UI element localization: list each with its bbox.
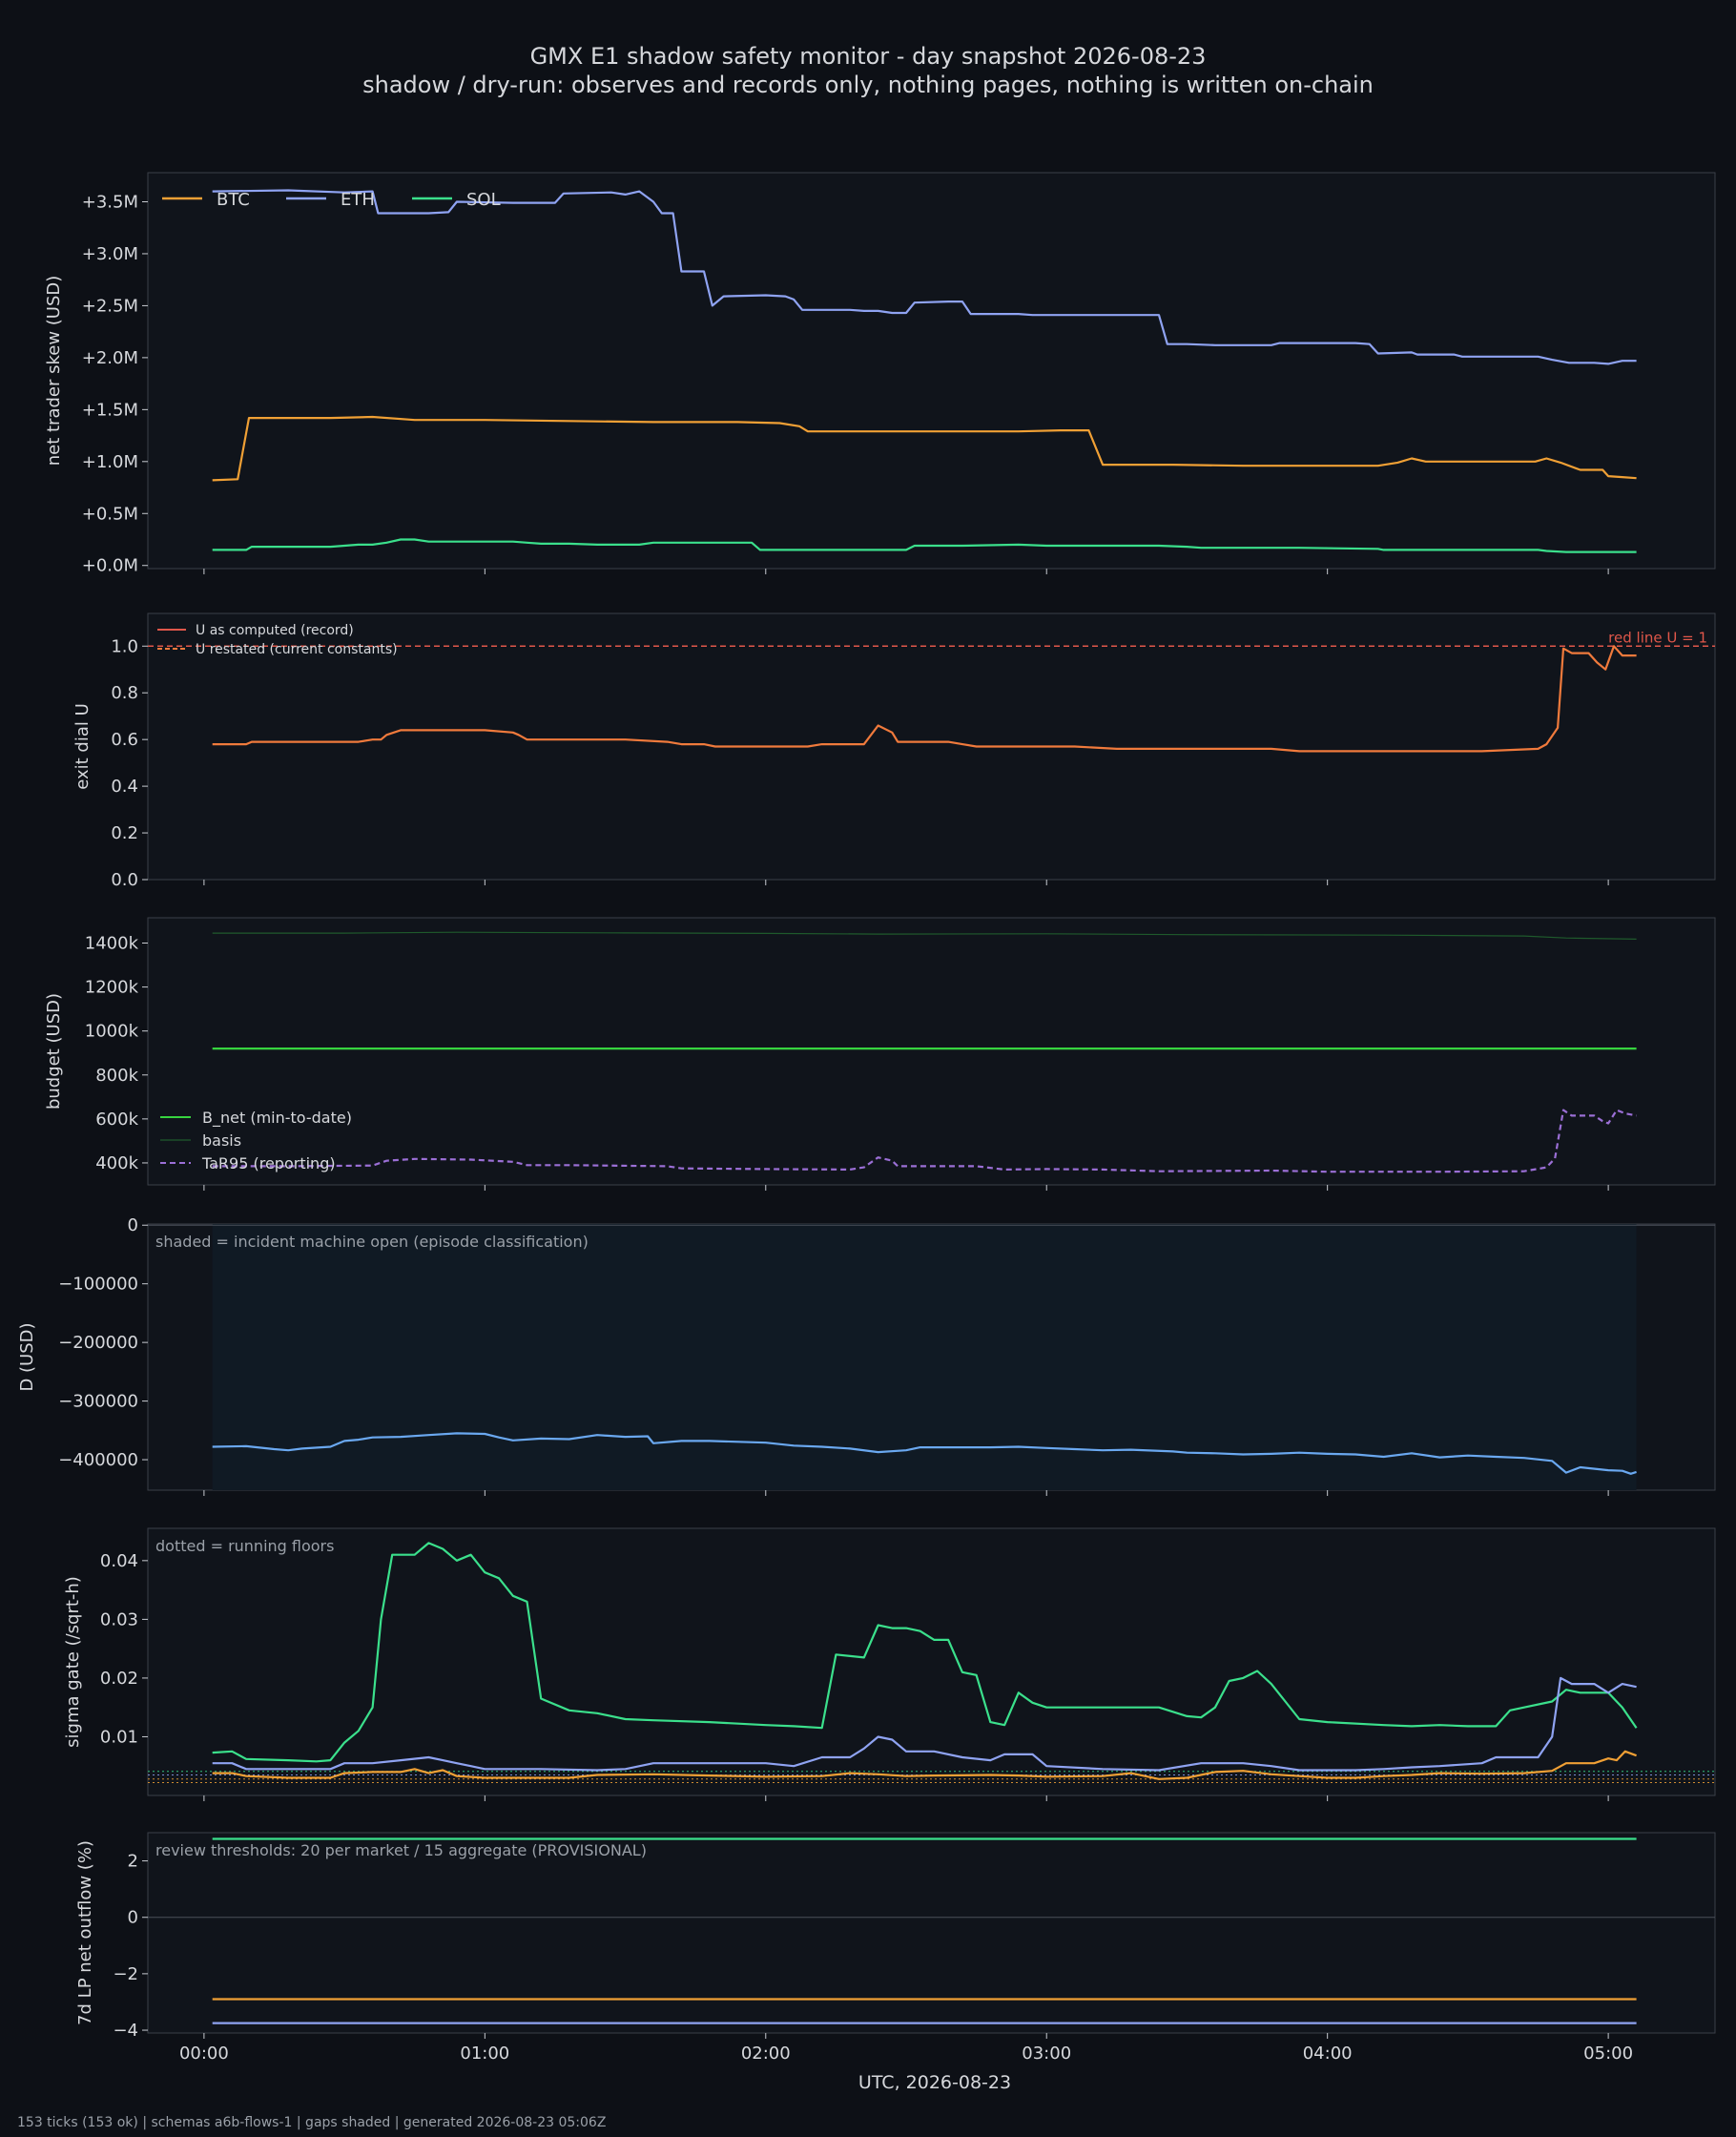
plot-area: [147, 1527, 1716, 1796]
y-tick-label: 2: [128, 1852, 138, 1872]
series-line-sol: [212, 538, 1637, 553]
y-tick-label: −300000: [58, 1392, 138, 1412]
plot-area: [147, 917, 1716, 1186]
y-tick-label: +1.5M: [82, 400, 138, 420]
series-line-eth: [212, 1676, 1637, 1772]
y-axis-label: D (USD): [17, 1322, 37, 1391]
series-line-eth: [212, 189, 1637, 365]
y-tick-label: 0.01: [100, 1727, 138, 1747]
panels: +0.0M +0.5M +1.0M +1.5M +2.0M +2.5M +3.0M +3.5M…: [17, 172, 1716, 2064]
x-tick-label: 03:00: [1022, 2044, 1071, 2064]
series-line-tar95-reporting-: [212, 1109, 1637, 1173]
legend-label: basis: [202, 1131, 241, 1150]
y-tick-label: 0.6: [111, 730, 138, 750]
y-tick-label: 0.0: [111, 870, 138, 890]
y-tick-label: +2.0M: [82, 348, 138, 368]
y-tick-label: 1400k: [85, 934, 139, 954]
incident-shade: [212, 1224, 1637, 1490]
y-tick-label: +2.5M: [82, 296, 138, 316]
y-tick-label: 1200k: [85, 978, 139, 998]
x-axis-label: UTC, 2026-08-23: [858, 2072, 1011, 2093]
y-tick-label: +0.0M: [82, 556, 138, 576]
y-tick-label: 1000k: [85, 1022, 139, 1042]
x-tick-label: 04:00: [1303, 2044, 1353, 2064]
y-tick-label: +3.5M: [82, 192, 138, 212]
y-tick-label: −400000: [58, 1450, 138, 1470]
x-tick-label: 01:00: [460, 2044, 509, 2064]
y-tick-label: −200000: [58, 1333, 138, 1353]
y-tick-label: 0: [128, 1908, 138, 1928]
panel-5: 0.01 0.02 0.03 0.04 sigma gate (/sqrt-h) dott…: [63, 1527, 1716, 1801]
x-tick-label: 05:00: [1583, 2044, 1633, 2064]
figure-title: GMX E1 shadow safety monitor - day snaps…: [530, 43, 1207, 70]
plot-area: [147, 172, 1716, 570]
plot-area: [147, 612, 1716, 881]
legend-label: BTC: [217, 190, 250, 210]
x-tick-label: 02:00: [741, 2044, 791, 2064]
y-tick-label: −100000: [58, 1275, 138, 1295]
y-tick-label: +3.0M: [82, 244, 138, 264]
y-axis-label: net trader skew (USD): [44, 276, 64, 467]
panel-annotation: review thresholds: 20 per market / 15 ag…: [155, 1841, 647, 1859]
y-tick-label: 0: [128, 1215, 138, 1235]
y-tick-label: −4: [113, 2021, 138, 2041]
y-tick-label: 600k: [95, 1110, 138, 1130]
y-axis-label: budget (USD): [44, 993, 64, 1110]
red-line-label: red line U = 1: [1608, 629, 1707, 646]
y-tick-label: +1.0M: [82, 452, 138, 472]
panel-4: 0 −100000 −200000 −300000 −400000 D (USD) shad…: [17, 1215, 1716, 1496]
y-tick-label: 800k: [95, 1066, 138, 1086]
panel-3: 400k 600k 800k 1000k 1200k 1400k budget (USD) B…: [44, 917, 1716, 1191]
y-tick-label: 400k: [95, 1153, 138, 1173]
y-tick-label: 0.04: [100, 1551, 138, 1571]
panel-2: 0.0 0.2 0.4 0.6 0.8 1.0 exit dial U red line U …: [72, 612, 1716, 890]
panel-annotation: dotted = running floors: [155, 1537, 334, 1555]
panel-6: −4 −2 0 2 00:00 01:00 02:00 03:00 04:00 05:00 7d L…: [75, 1832, 1716, 2064]
panel-annotation: shaded = incident machine open (episode …: [155, 1233, 589, 1251]
y-tick-label: −2: [113, 1964, 138, 1984]
y-tick-label: 0.03: [100, 1609, 138, 1629]
legend-label: U restated (current constants): [196, 642, 398, 657]
figure-subtitle: shadow / dry-run: observes and records o…: [362, 72, 1374, 98]
y-tick-label: +0.5M: [82, 504, 138, 524]
y-tick-label: 0.4: [111, 777, 138, 797]
legend-label: SOL: [466, 190, 501, 210]
legend-label: U as computed (record): [196, 623, 354, 638]
y-tick-label: 0.2: [111, 823, 138, 843]
footer-status: 153 ticks (153 ok) | schemas a6b-flows-1…: [17, 2115, 606, 2130]
x-tick-label: 00:00: [179, 2044, 229, 2064]
y-axis-label: sigma gate (/sqrt-h): [63, 1576, 83, 1748]
y-tick-label: 0.8: [111, 683, 138, 703]
series-line-u-restated-current-constants-: [212, 645, 1637, 753]
legend-label: TaR95 (reporting): [201, 1154, 336, 1172]
y-tick-label: 1.0: [111, 636, 138, 656]
series-line-sol: [212, 1542, 1638, 1763]
series-line-btc: [212, 1750, 1637, 1780]
series-line-d: [212, 1432, 1637, 1475]
legend-label: B_net (min-to-date): [202, 1109, 352, 1128]
panel-1: +0.0M +0.5M +1.0M +1.5M +2.0M +2.5M +3.0M +3.5M…: [44, 172, 1716, 576]
y-axis-label: 7d LP net outflow (%): [75, 1840, 95, 2025]
legend-label: ETH: [341, 190, 375, 210]
y-tick-label: 0.02: [100, 1669, 138, 1689]
series-line-basis: [212, 931, 1637, 940]
plot-area: [147, 1832, 1716, 2034]
series-line-btc: [212, 415, 1637, 482]
y-axis-label: exit dial U: [72, 703, 93, 790]
